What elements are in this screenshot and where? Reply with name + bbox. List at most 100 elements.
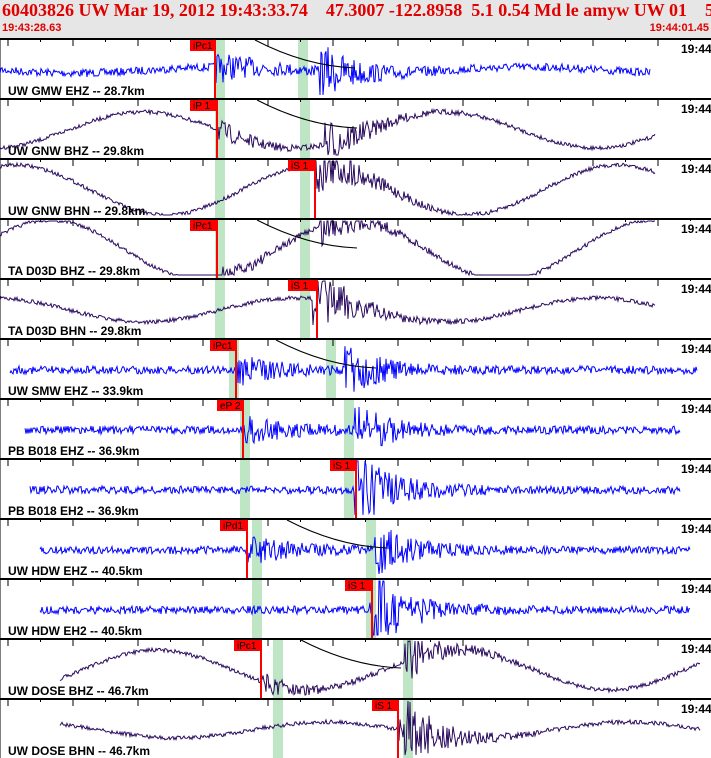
channel-label: UW SMW EHZ -- 33.9km — [8, 384, 143, 398]
pick-label: iS 1 — [348, 581, 366, 592]
pick-label: iPc1 — [213, 341, 233, 352]
pick-flag[interactable] — [372, 700, 398, 711]
pick-flag[interactable] — [288, 160, 315, 171]
channel-9[interactable]: iPd1 19:44 UW HDW EHZ -- 40.5km — [0, 518, 711, 578]
waveform-trace — [0, 107, 656, 156]
waveform-trace — [0, 280, 656, 326]
time-label-bg — [678, 161, 711, 175]
p-window — [273, 638, 283, 698]
p-window — [229, 338, 239, 398]
channel-2[interactable]: iP 1 19:44 UW GNW BHZ -- 29.8km — [0, 98, 711, 158]
channel-4[interactable]: iPc1 19:44 TA D03D BHZ -- 29.8km — [0, 218, 711, 278]
pick-label: iS 1 — [375, 701, 393, 712]
channel-6[interactable]: iPc1 19:44 UW SMW EHZ -- 33.9km — [0, 338, 711, 398]
channel-3[interactable]: iS 1 19:44 UW GNW BHN -- 29.8km — [0, 158, 711, 218]
waveform-trace — [59, 700, 701, 756]
pick-label: eP 2 — [220, 401, 241, 412]
channel-label: TA D03D BHZ -- 29.8km — [8, 264, 140, 278]
p-window — [252, 518, 262, 578]
event-title: 60403826 UW Mar 19, 2012 19:43:33.74 47.… — [2, 0, 711, 20]
time-label-bg — [678, 101, 711, 115]
channel-label: UW GMW EHZ -- 28.7km — [8, 84, 145, 98]
pick-flag[interactable] — [288, 280, 317, 291]
channel-label: UW HDW EHZ -- 40.5km — [8, 564, 143, 578]
time-label-bg — [678, 701, 711, 715]
channel-label: TA D03D BHN -- 29.8km — [8, 324, 141, 338]
time-label-bg — [678, 41, 711, 55]
s-window — [300, 278, 310, 338]
pick-label: iPc1 — [237, 641, 257, 652]
channel-label: UW DOSE BHZ -- 46.7km — [8, 684, 149, 698]
time-label: 19:44 — [681, 222, 711, 236]
channel-label: PB B018 EH2 -- 36.9km — [8, 504, 139, 518]
channel-label: PB B018 EHZ -- 36.9km — [8, 444, 139, 458]
s-window — [300, 158, 310, 218]
channel-7[interactable]: eP 2 19:44 PB B018 EHZ -- 36.9km — [0, 398, 711, 458]
channel-5[interactable]: iS 1 19:44 TA D03D BHN -- 29.8km — [0, 278, 711, 338]
time-label: 19:44 — [681, 342, 711, 356]
p-window — [273, 698, 283, 758]
channel-1[interactable]: iPc1 19:44 UW GMW EHZ -- 28.7km — [0, 38, 711, 98]
seismogram-panel[interactable]: iPc1 19:44 UW GMW EHZ -- 28.7km iP 1 19:44 UW… — [0, 38, 711, 758]
channel-10[interactable]: iS 1 19:44 UW HDW EH2 -- 40.5km — [0, 578, 711, 638]
time-label-bg — [678, 521, 711, 535]
channel-11[interactable]: iPc1 19:44 UW DOSE BHZ -- 46.7km — [0, 638, 711, 698]
time-label-bg — [678, 221, 711, 235]
s-window — [300, 218, 310, 278]
waveform-trace — [0, 219, 655, 277]
s-window — [344, 458, 354, 518]
pick-flag[interactable] — [234, 640, 261, 651]
time-label: 19:44 — [681, 522, 711, 536]
channel-label: UW GNW BHZ -- 29.8km — [8, 144, 144, 158]
time-label-bg — [678, 581, 711, 595]
event-header: 60403826 UW Mar 19, 2012 19:43:33.74 47.… — [0, 0, 711, 38]
pick-label: iS 1 — [291, 281, 309, 292]
p-window — [215, 218, 225, 278]
time-label: 19:44 — [681, 402, 711, 416]
s-window — [326, 338, 336, 398]
waveform-trace — [0, 160, 656, 217]
time-label: 19:44 — [681, 102, 711, 116]
pick-flag[interactable] — [217, 400, 243, 411]
coda-curve — [300, 639, 402, 669]
p-window — [240, 398, 250, 458]
coda-curve — [286, 519, 388, 549]
end-time: 19:44:01.45 — [649, 22, 709, 34]
pick-flag[interactable] — [220, 520, 247, 531]
start-time: 19:43:28.63 — [2, 22, 62, 34]
s-window — [403, 698, 413, 758]
pick-label: iP 1 — [193, 101, 210, 112]
time-label: 19:44 — [681, 582, 711, 596]
time-label: 19:44 — [681, 162, 711, 176]
waveform-trace — [59, 640, 701, 696]
pick-flag[interactable] — [190, 100, 217, 111]
waveform-trace — [39, 580, 691, 636]
time-label: 19:44 — [681, 642, 711, 656]
coda-curve — [275, 339, 377, 369]
time-label: 19:44 — [681, 282, 711, 296]
waveform-trace — [0, 47, 651, 96]
coda-curve — [254, 39, 356, 69]
coda-curve — [256, 219, 358, 249]
pick-flag[interactable] — [190, 40, 215, 51]
time-label: 19:44 — [681, 702, 711, 716]
pick-flag[interactable] — [330, 460, 356, 471]
channel-8[interactable]: iS 1 19:44 PB B018 EH2 -- 36.9km — [0, 458, 711, 518]
pick-flag[interactable] — [210, 340, 236, 351]
pick-flag[interactable] — [345, 580, 372, 591]
pick-label: iS 1 — [291, 161, 309, 172]
s-window — [300, 98, 310, 158]
time-label-bg — [678, 641, 711, 655]
p-window — [252, 578, 262, 638]
waveform-trace — [24, 406, 681, 447]
time-label-bg — [678, 401, 711, 415]
waveform-trace — [39, 530, 691, 575]
pick-label: iS 1 — [333, 461, 351, 472]
channel-12[interactable]: iS 1 19:44 UW DOSE BHN -- 46.7km — [0, 698, 711, 758]
coda-curve — [256, 99, 358, 129]
waveform-trace — [9, 346, 698, 392]
pick-label: iPd1 — [223, 521, 243, 532]
time-label-bg — [678, 461, 711, 475]
pick-label: iPc1 — [193, 41, 213, 52]
pick-flag[interactable] — [190, 220, 217, 231]
